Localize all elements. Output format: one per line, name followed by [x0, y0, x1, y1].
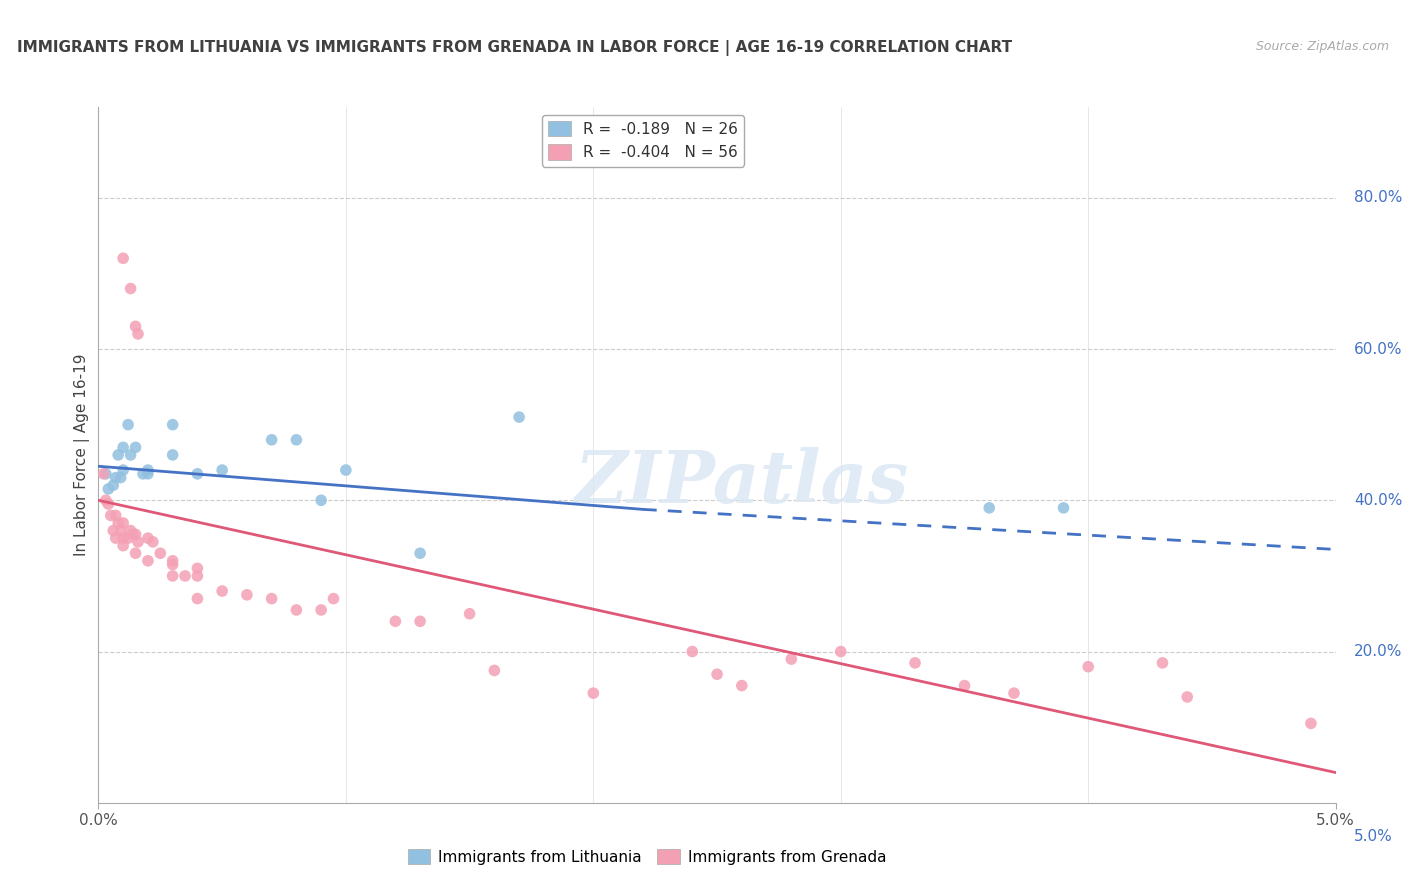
Point: [94, 467, 117, 481]
Point: [186, 591, 208, 606]
Point: [136, 554, 159, 568]
Point: [335, 463, 357, 477]
Point: [186, 569, 208, 583]
Point: [582, 686, 605, 700]
Text: 40.0%: 40.0%: [1354, 492, 1402, 508]
Point: [484, 664, 506, 678]
Point: [979, 500, 1001, 515]
Point: [162, 448, 184, 462]
Text: 5.0%: 5.0%: [1354, 830, 1393, 844]
Point: [409, 615, 432, 629]
Point: [162, 558, 184, 572]
Point: [260, 591, 283, 606]
Point: [110, 524, 132, 538]
Point: [731, 679, 754, 693]
Point: [162, 554, 184, 568]
Point: [136, 467, 159, 481]
Text: 20.0%: 20.0%: [1354, 644, 1402, 659]
Point: [117, 417, 139, 432]
Point: [112, 516, 135, 530]
Point: [260, 433, 283, 447]
Point: [1152, 656, 1174, 670]
Point: [124, 319, 146, 334]
Legend: R =  -0.189   N = 26, R =  -0.404   N = 56: R = -0.189 N = 26, R = -0.404 N = 56: [541, 115, 744, 167]
Point: [127, 535, 149, 549]
Point: [132, 467, 155, 481]
Point: [124, 546, 146, 560]
Point: [120, 281, 142, 295]
Point: [97, 482, 120, 496]
Point: [103, 524, 125, 538]
Point: [681, 644, 703, 658]
Point: [120, 524, 142, 538]
Point: [409, 546, 432, 560]
Point: [112, 531, 135, 545]
Point: [100, 508, 122, 523]
Point: [780, 652, 803, 666]
Point: [1002, 686, 1025, 700]
Point: [112, 539, 135, 553]
Point: [103, 478, 125, 492]
Point: [97, 497, 120, 511]
Text: 60.0%: 60.0%: [1354, 342, 1402, 357]
Point: [236, 588, 259, 602]
Point: [104, 531, 127, 545]
Text: ZIPatlas: ZIPatlas: [575, 447, 908, 518]
Point: [124, 527, 146, 541]
Point: [162, 569, 184, 583]
Point: [127, 326, 149, 341]
Point: [904, 656, 927, 670]
Point: [117, 531, 139, 545]
Text: IMMIGRANTS FROM LITHUANIA VS IMMIGRANTS FROM GRENADA IN LABOR FORCE | AGE 16-19 : IMMIGRANTS FROM LITHUANIA VS IMMIGRANTS …: [17, 40, 1012, 56]
Text: Source: ZipAtlas.com: Source: ZipAtlas.com: [1256, 40, 1389, 54]
Text: 80.0%: 80.0%: [1354, 190, 1402, 205]
Point: [93, 467, 115, 481]
Point: [384, 615, 406, 629]
Point: [136, 531, 159, 545]
Point: [211, 584, 233, 599]
Point: [285, 603, 308, 617]
Point: [1052, 500, 1074, 515]
Point: [107, 516, 129, 530]
Point: [1299, 716, 1322, 731]
Point: [112, 463, 135, 477]
Point: [136, 463, 159, 477]
Point: [953, 679, 976, 693]
Point: [110, 470, 132, 484]
Point: [458, 607, 481, 621]
Point: [508, 410, 530, 425]
Point: [104, 508, 127, 523]
Point: [322, 591, 344, 606]
Point: [162, 417, 184, 432]
Point: [174, 569, 197, 583]
Point: [107, 448, 129, 462]
Point: [186, 467, 208, 481]
Point: [830, 644, 852, 658]
Point: [285, 433, 308, 447]
Point: [104, 470, 127, 484]
Legend: Immigrants from Lithuania, Immigrants from Grenada: Immigrants from Lithuania, Immigrants fr…: [401, 843, 893, 871]
Point: [309, 603, 332, 617]
Point: [309, 493, 332, 508]
Point: [1077, 659, 1099, 673]
Point: [120, 448, 142, 462]
Point: [112, 252, 135, 266]
Point: [706, 667, 728, 681]
Point: [1175, 690, 1198, 704]
Point: [94, 493, 117, 508]
Point: [122, 527, 145, 541]
Point: [149, 546, 172, 560]
Y-axis label: In Labor Force | Age 16-19: In Labor Force | Age 16-19: [75, 353, 90, 557]
Point: [124, 441, 146, 455]
Point: [186, 561, 208, 575]
Point: [142, 535, 165, 549]
Point: [112, 441, 135, 455]
Point: [211, 463, 233, 477]
